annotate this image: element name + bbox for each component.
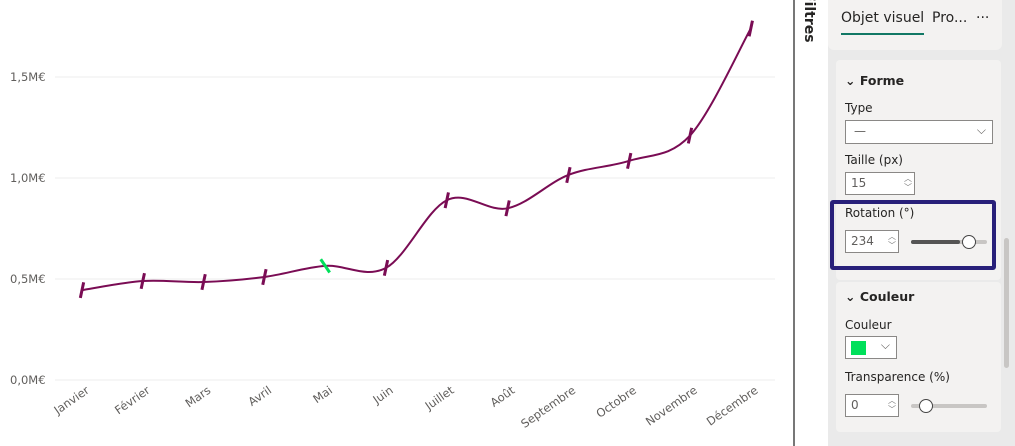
spin-arrows-icon[interactable]: ︿ ﹀ (888, 396, 896, 414)
spin-arrows-icon[interactable]: ︿ ﹀ (888, 232, 896, 250)
forme-header[interactable]: ⌄ Forme (845, 73, 905, 88)
data-marker (319, 258, 331, 274)
rotation-value: 234 (851, 234, 874, 248)
line-chart: 0,0M€ 0,5M€ 1,0M€ 1,5M€ Janvier Février Mars Av… (10, 20, 775, 431)
data-marker (504, 200, 511, 217)
data-marker (139, 272, 146, 290)
data-marker (261, 268, 268, 286)
type-dropdown[interactable]: — ⌵ (845, 120, 993, 144)
y-tick-label: 0,5M€ (10, 272, 46, 286)
y-tick-label: 1,0M€ (10, 171, 46, 185)
data-marker (626, 152, 633, 169)
chevron-down-icon: ⌵ (880, 338, 890, 352)
x-tick-label: Janvier (50, 383, 91, 418)
rotation-slider-thumb[interactable] (962, 235, 977, 249)
color-swatch (851, 341, 866, 355)
transparency-value: 0 (851, 398, 859, 412)
pane-divider (793, 0, 795, 446)
series-line (81, 28, 752, 292)
data-marker (443, 192, 450, 209)
x-tick-label: Avril (246, 383, 275, 409)
filters-pane-collapsed[interactable]: Filtres (795, 0, 828, 446)
x-tick-label: Août (488, 383, 518, 410)
spin-arrows-icon[interactable]: ︿ ﹀ (904, 174, 912, 192)
type-value: — (854, 124, 866, 138)
x-tick-label: Septembre (518, 383, 578, 431)
y-tick-label: 0,0M€ (10, 373, 46, 387)
forme-section: ⌄ Forme Type — ⌵ Taille (px) 15 ︿ ﹀ Rotatio… (836, 60, 1001, 280)
x-tick-label: Décembre (704, 383, 761, 429)
color-label: Couleur (845, 318, 892, 332)
format-tabs: Objet visuel Pro... ··· (828, 0, 1002, 50)
tab-general[interactable]: Pro... (932, 10, 968, 26)
data-marker (686, 127, 694, 144)
tab-visual[interactable]: Objet visuel (841, 10, 925, 35)
color-picker[interactable]: ⌵ (845, 336, 897, 359)
type-label: Type (845, 101, 873, 115)
couleur-title: Couleur (859, 289, 915, 304)
y-tick-label: 1,5M€ (10, 70, 46, 84)
rotation-highlight (830, 200, 996, 270)
transparency-slider-thumb[interactable] (919, 399, 933, 413)
x-tick-label: Juillet (422, 383, 457, 414)
size-value: 15 (851, 176, 867, 190)
data-marker (565, 166, 572, 184)
x-tick-label: Mars (183, 383, 214, 410)
transparency-slider[interactable] (911, 404, 987, 408)
x-tick-label: Novembre (643, 383, 700, 429)
format-pane: Objet visuel Pro... ··· ⌄ Forme Type — ⌵ … (828, 0, 1015, 446)
rotation-stepper[interactable]: 234 ︿ ﹀ (845, 230, 899, 253)
more-options-button[interactable]: ··· (976, 10, 990, 26)
x-tick-label: Mai (310, 383, 335, 406)
chevron-down-icon: ⌵ (976, 123, 986, 137)
scrollbar[interactable] (1004, 238, 1009, 368)
data-marker (382, 259, 390, 277)
transparency-label: Transparence (%) (845, 370, 950, 384)
x-tick-label: Juin (370, 383, 396, 407)
data-marker (200, 273, 207, 291)
transparency-stepper[interactable]: 0 ︿ ﹀ (845, 394, 899, 417)
rotation-slider[interactable] (911, 240, 987, 244)
size-stepper[interactable]: 15 ︿ ﹀ (845, 172, 915, 195)
rotation-label: Rotation (°) (845, 206, 915, 220)
data-marker (78, 281, 86, 299)
forme-title: Forme (859, 73, 905, 88)
filters-label: Filtres (801, 0, 817, 43)
x-tick-label: Février (112, 383, 153, 417)
size-label: Taille (px) (845, 153, 903, 167)
data-marker (747, 20, 754, 37)
x-tick-label: Octobre (593, 383, 639, 421)
couleur-section: ⌄ Couleur Couleur ⌵ Transparence (%) 0 ︿ ﹀ (836, 282, 1001, 432)
couleur-header[interactable]: ⌄ Couleur (845, 289, 915, 304)
